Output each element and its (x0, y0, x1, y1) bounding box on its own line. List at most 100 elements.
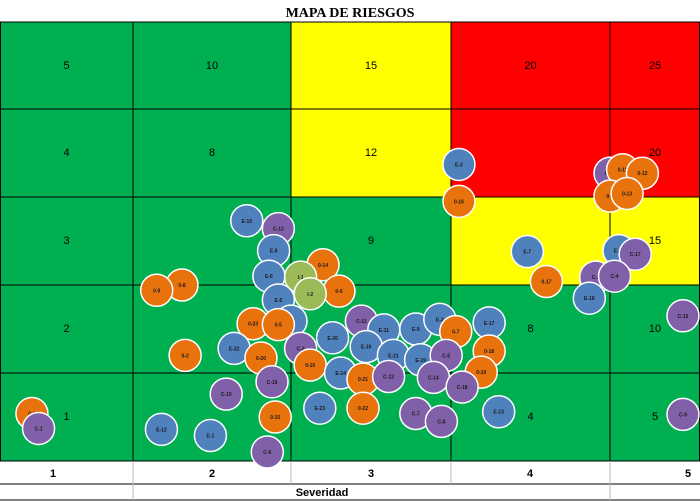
risk-cell-1-4 (0, 108, 134, 198)
risk-point-label: E-16 (361, 345, 372, 351)
risk-point: E-2 (442, 147, 476, 182)
risk-point-label: 0-4 (606, 194, 613, 200)
risk-cell-label: 25 (649, 60, 661, 72)
risk-point-label: E-22 (229, 346, 240, 352)
risk-point-label: E-13 (493, 410, 504, 416)
risk-point-marker (250, 435, 285, 469)
risk-cell-1-2 (0, 284, 134, 374)
risk-point-marker (424, 404, 459, 439)
risk-point: C-14 (416, 360, 451, 395)
risk-point-label: E-10 (241, 219, 252, 225)
risk-cell-label: 10 (649, 323, 661, 335)
risk-point-marker (261, 307, 296, 342)
risk-point-label: C-14 (428, 375, 439, 381)
risk-point-label: E-9 (412, 327, 420, 333)
risk-point-marker (618, 237, 652, 271)
risk-point-marker (209, 377, 243, 411)
risk-point-label: E-11 (379, 328, 390, 334)
x-axis-ticks: 1 2 3 4 5 (0, 461, 700, 501)
risk-point-marker (21, 411, 56, 446)
risk-point-label: 0-20 (256, 356, 266, 362)
risk-point-label: 0-8 (178, 283, 185, 289)
risk-point: 0-15 (258, 400, 292, 434)
risk-point-label: I-1 (298, 275, 304, 281)
risk-points: E-20-16C-100-110-120-40-13E-10C-13E-80-1… (15, 147, 700, 469)
risk-cell-5-5 (609, 21, 700, 110)
risk-point-label: E-6 (265, 274, 273, 280)
risk-point-label: C-11 (356, 319, 367, 325)
risk-point-label: C-12 (383, 375, 394, 381)
risk-point-label: 0-5 (275, 323, 282, 329)
risk-cell-1-3 (0, 196, 134, 286)
risk-point-label: E-8 (270, 249, 278, 255)
risk-point: E-22 (217, 331, 251, 366)
risk-point-label: C-2 (297, 346, 305, 352)
risk-point-label: 0-23 (248, 322, 258, 328)
risk-point-label: C-10 (221, 392, 232, 398)
risk-point-label: 0-13 (622, 191, 632, 197)
risk-point: E-23 (303, 391, 337, 425)
risk-cell-2-4 (132, 108, 292, 198)
x-axis-label: Severidad (296, 487, 349, 499)
risk-cell-label: 15 (365, 60, 377, 72)
risk-point-label: C-17 (630, 252, 641, 258)
risk-cell-4-4 (450, 108, 611, 198)
risk-point: 0-10 (293, 348, 327, 382)
risk-cell-label: 10 (206, 60, 218, 72)
risk-point-marker (139, 273, 174, 308)
risk-cell-label: 9 (368, 235, 374, 247)
risk-cell-label: 15 (649, 235, 661, 247)
risk-point-marker (303, 391, 337, 425)
risk-cell-label: 1 (63, 411, 69, 423)
risk-point-label: E-1 (207, 433, 215, 439)
risk-point: 0-6 (322, 274, 356, 308)
risk-point: 0-5 (261, 307, 296, 342)
chart-title: MAPA DE RIESGOS (286, 6, 415, 21)
risk-point-label: C-8 (437, 419, 445, 425)
x-tick-label: 5 (685, 468, 691, 480)
risk-point: C-17 (618, 237, 652, 271)
risk-point-label: E-18 (584, 296, 595, 302)
risk-point: 0-16 (442, 184, 476, 219)
risk-point-label: C-15 (678, 314, 689, 320)
risk-point-label: 0-12 (637, 171, 647, 177)
risk-point-label: E-19 (415, 358, 426, 364)
risk-point: C-9 (666, 397, 700, 432)
risk-point-marker (371, 359, 406, 394)
risk-point-marker (442, 184, 476, 219)
x-tick-label: 3 (368, 468, 374, 480)
risk-point-marker (572, 281, 607, 315)
risk-grid: 510152025481220391528101345 (0, 21, 700, 462)
risk-point-marker (666, 299, 700, 333)
risk-cell-label: 8 (527, 323, 533, 335)
x-tick-label: 4 (527, 468, 534, 480)
risk-point-marker (293, 277, 327, 311)
risk-cell-3-4 (290, 108, 452, 198)
risk-cell-3-5 (290, 21, 452, 110)
risk-point-label: 0-7 (452, 330, 459, 336)
risk-point-marker (510, 234, 545, 269)
risk-cell-label: 8 (209, 147, 215, 159)
risk-point: C-15 (666, 299, 700, 333)
risk-cell-4-5 (450, 21, 611, 110)
risk-point-label: C-16 (267, 380, 278, 386)
risk-point-marker (529, 264, 564, 299)
risk-point-label: 0-15 (270, 415, 280, 421)
risk-point: E-13 (481, 394, 516, 429)
x-tick-label: 1 (50, 468, 56, 480)
risk-point-label: C-9 (679, 412, 687, 418)
risk-point-label: 0-2 (182, 353, 189, 359)
risk-cell-label: 20 (649, 147, 661, 159)
risk-point-label: C-7 (412, 411, 420, 417)
risk-point-label: 0-17 (541, 279, 551, 285)
risk-point-label: 0-21 (358, 377, 368, 383)
risk-point-label: E-21 (388, 353, 399, 359)
risk-point: E-7 (510, 234, 545, 269)
risk-point-label: C-4 (610, 274, 618, 280)
risk-cell-label: 20 (524, 60, 536, 72)
risk-cell-label: 5 (63, 60, 69, 72)
risk-cell-label: 4 (527, 411, 533, 423)
risk-point-marker (445, 370, 479, 404)
risk-cell-label: 2 (63, 323, 69, 335)
